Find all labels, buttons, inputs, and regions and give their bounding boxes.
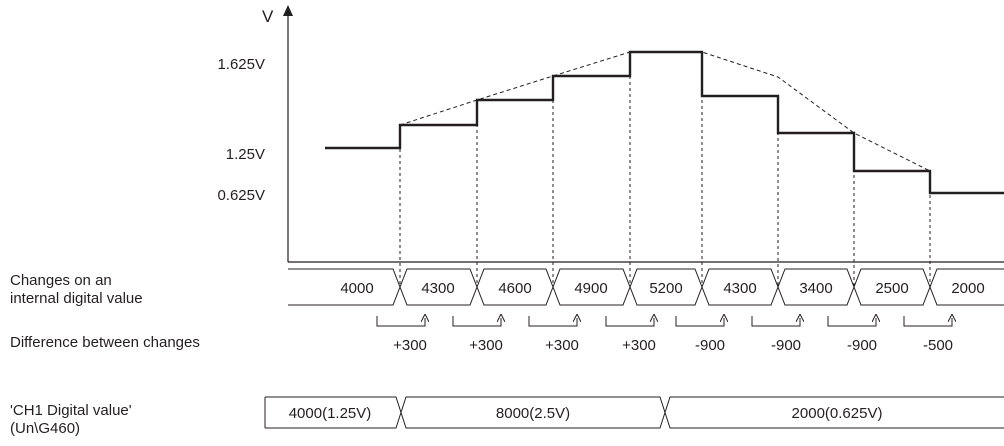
difference-label: Difference between changes bbox=[10, 334, 200, 351]
difference-value: -500 bbox=[923, 337, 953, 354]
internal-value: 4900 bbox=[574, 280, 607, 297]
internal-value: 4000 bbox=[340, 280, 373, 297]
voltage-step-waveform bbox=[325, 50, 1004, 195]
difference-value: +300 bbox=[545, 337, 579, 354]
digital-value: 8000(2.5V) bbox=[496, 405, 570, 422]
y-axis-arrow bbox=[283, 5, 293, 16]
difference-value: -900 bbox=[847, 337, 877, 354]
internal-value: 2000 bbox=[951, 280, 984, 297]
trend-dashed-line bbox=[399, 51, 931, 172]
internal-value: 4300 bbox=[723, 280, 756, 297]
y-tick-0-625: 0.625V bbox=[217, 187, 265, 204]
internal-changes-label-line2: internal digital value bbox=[10, 290, 143, 307]
internal-changes-label: Changes on an internal digital value bbox=[10, 272, 143, 308]
difference-value: -900 bbox=[771, 337, 801, 354]
digital-value: 4000(1.25V) bbox=[289, 405, 372, 422]
digital-value: 2000(0.625V) bbox=[792, 405, 883, 422]
internal-changes-label-line1: Changes on an bbox=[10, 272, 112, 289]
digital-value-bus bbox=[264, 396, 1004, 429]
internal-value: 4600 bbox=[498, 280, 531, 297]
digital-value-label: 'CH1 Digital value' (Un\G460) bbox=[10, 402, 132, 438]
digital-value-label-line1: 'CH1 Digital value' bbox=[10, 402, 132, 419]
internal-value: 5200 bbox=[649, 280, 682, 297]
y-tick-1-625: 1.625V bbox=[217, 56, 265, 73]
difference-value: +300 bbox=[393, 337, 427, 354]
difference-value: +300 bbox=[469, 337, 503, 354]
digital-value-label-line2: (Un\G460) bbox=[10, 420, 81, 437]
difference-brackets bbox=[376, 316, 952, 327]
internal-value: 2500 bbox=[875, 280, 908, 297]
y-tick-1-25: 1.25V bbox=[226, 146, 265, 163]
internal-value: 3400 bbox=[799, 280, 832, 297]
vertical-guides bbox=[399, 52, 931, 287]
internal-value-bus bbox=[288, 268, 1004, 306]
difference-value: -900 bbox=[695, 337, 725, 354]
y-axis-label: V bbox=[262, 7, 274, 26]
internal-value: 4300 bbox=[421, 280, 454, 297]
difference-value: +300 bbox=[622, 337, 656, 354]
